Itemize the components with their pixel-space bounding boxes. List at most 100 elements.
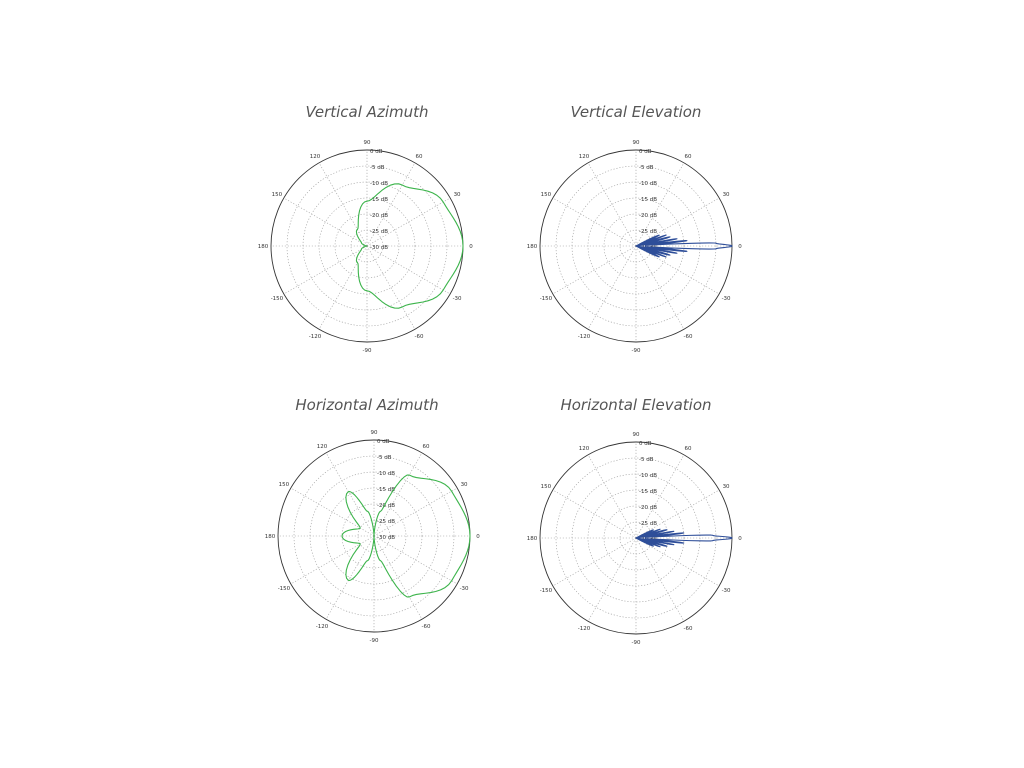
angle-tick-label: -150 — [278, 586, 291, 592]
angle-tick-label: 30 — [723, 484, 730, 490]
angle-tick-label: -150 — [271, 296, 284, 302]
radial-tick-label: -20 dB — [639, 505, 657, 511]
grid-spoke — [325, 535, 375, 620]
grid-spoke — [366, 245, 451, 295]
angle-tick-label: 120 — [310, 154, 321, 160]
angle-tick-label: 150 — [541, 484, 552, 490]
radial-tick-label: -30 dB — [377, 535, 395, 541]
angle-tick-label: -120 — [578, 626, 591, 632]
angle-tick-label: 90 — [633, 140, 640, 146]
grid-ring — [293, 455, 455, 617]
grid-spoke — [635, 489, 720, 539]
radial-tick-label: -15 dB — [639, 489, 657, 495]
grid-spoke — [366, 245, 416, 330]
angle-tick-label: -120 — [578, 334, 591, 340]
angle-tick-label: 0 — [738, 244, 742, 250]
grid-spoke — [635, 454, 685, 539]
angle-tick-label: 150 — [541, 192, 552, 198]
grid-ring — [286, 165, 448, 327]
chart-title-vertical-elevation: Vertical Elevation — [570, 103, 702, 121]
radial-tick-label: -15 dB — [639, 197, 657, 203]
angle-tick-label: -90 — [632, 348, 641, 354]
angle-tick-label: -30 — [722, 588, 731, 594]
radial-tick-label: 0 dB — [639, 149, 652, 155]
angle-tick-label: 120 — [317, 444, 328, 450]
grid-spoke — [373, 535, 458, 585]
grid-spoke — [318, 245, 368, 330]
pattern-curve-vertical-azimuth — [355, 183, 464, 309]
angle-tick-label: -60 — [422, 624, 431, 630]
grid-spoke — [373, 452, 423, 537]
grid-spoke — [587, 454, 637, 539]
angle-tick-label: -90 — [370, 638, 379, 644]
angle-tick-label: 0 — [738, 536, 742, 542]
grid-ring — [555, 165, 717, 327]
grid-spoke — [635, 537, 720, 587]
angle-tick-label: 90 — [633, 432, 640, 438]
polar-chart-horizontal-azimuth: 90 60 30 0 -30 -60 -90 -120 -150 180 150 120 0 dB -5 … — [265, 430, 481, 644]
angle-tick-label: 60 — [685, 446, 692, 452]
angle-tick-label: 180 — [527, 244, 538, 250]
grid-spoke — [635, 537, 685, 622]
grid-spoke — [587, 245, 637, 330]
polar-chart-vertical-azimuth: 90 60 30 0 -30 -60 -90 -120 -150 180 150 120 0 dB -5 … — [258, 140, 474, 354]
radial-tick-label: 0 dB — [377, 439, 390, 445]
radial-tick-label: -15 dB — [370, 197, 388, 203]
angle-tick-label: -120 — [316, 624, 329, 630]
grid-spoke — [290, 487, 375, 537]
angle-tick-label: 120 — [579, 154, 590, 160]
grid-spoke — [587, 537, 637, 622]
angle-tick-label: 0 — [469, 244, 473, 250]
grid-ring — [603, 505, 669, 571]
radial-tick-label: -25 dB — [639, 229, 657, 235]
radial-tick-label: -10 dB — [370, 181, 388, 187]
radial-tick-label: -25 dB — [370, 229, 388, 235]
grid-spoke — [552, 245, 637, 295]
radial-tick-label: -5 dB — [370, 165, 385, 171]
radial-tick-label: -5 dB — [377, 455, 392, 461]
grid-spoke — [283, 245, 368, 295]
chart-title-horizontal-azimuth: Horizontal Azimuth — [295, 396, 439, 414]
radial-tick-label: -20 dB — [370, 213, 388, 219]
grid-spoke — [552, 197, 637, 247]
radial-tick-label: -10 dB — [377, 471, 395, 477]
angle-tick-label: -120 — [309, 334, 322, 340]
grid-spoke — [552, 489, 637, 539]
polar-chart-vertical-elevation: 90 60 30 0 -30 -60 -90 -120 -150 180 150 120 0 dB -5 … — [527, 140, 743, 354]
grid-spoke — [635, 197, 720, 247]
grid-spoke — [373, 535, 423, 620]
radial-tick-label: -5 dB — [639, 165, 654, 171]
angle-tick-label: 60 — [416, 154, 423, 160]
chart-title-horizontal-elevation: Horizontal Elevation — [560, 396, 712, 414]
angle-tick-label: -60 — [415, 334, 424, 340]
angle-tick-label: -150 — [540, 588, 553, 594]
pattern-curve-horizontal-elevation — [635, 528, 733, 548]
angle-tick-label: 30 — [454, 192, 461, 198]
grid-spoke — [373, 487, 458, 537]
angle-tick-label: -30 — [722, 296, 731, 302]
radial-tick-label: -25 dB — [639, 521, 657, 527]
pattern-curve-vertical-elevation — [635, 234, 733, 258]
grid-ring — [334, 213, 400, 279]
radial-tick-label: -20 dB — [639, 213, 657, 219]
radial-tick-label: -10 dB — [639, 181, 657, 187]
grid-ring — [603, 213, 669, 279]
angle-tick-label: -90 — [632, 640, 641, 646]
grid-spoke — [366, 162, 416, 247]
radial-tick-label: -20 dB — [377, 503, 395, 509]
grid-spoke — [552, 537, 637, 587]
angle-tick-label: -60 — [684, 334, 693, 340]
angle-tick-label: 180 — [265, 534, 276, 540]
radial-tick-label: 0 dB — [370, 149, 383, 155]
angle-tick-label: 180 — [258, 244, 269, 250]
angle-tick-label: 90 — [364, 140, 371, 146]
angle-tick-label: -90 — [363, 348, 372, 354]
angle-tick-label: 0 — [476, 534, 480, 540]
chart-title-vertical-azimuth: Vertical Azimuth — [305, 103, 429, 121]
radial-tick-label: 0 dB — [639, 441, 652, 447]
pattern-curve-horizontal-azimuth — [341, 474, 471, 598]
angle-tick-label: -150 — [540, 296, 553, 302]
radial-tick-label: -25 dB — [377, 519, 395, 525]
radial-tick-label: -30 dB — [370, 245, 388, 251]
